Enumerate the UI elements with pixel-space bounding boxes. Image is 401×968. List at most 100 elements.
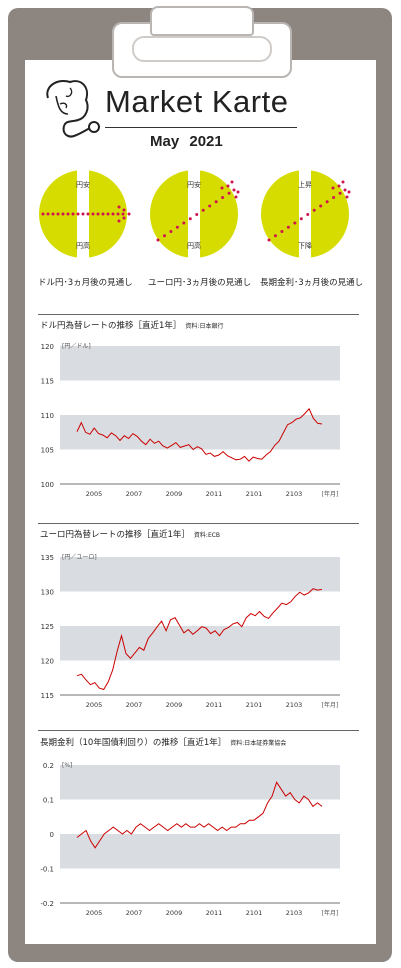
y-tick-label: 115: [41, 692, 54, 700]
y-unit-label: [円／ドル]: [62, 343, 91, 350]
arrow-dot: [325, 200, 329, 204]
y-tick-label: 135: [41, 554, 54, 562]
arrow-dot: [306, 213, 310, 216]
outlook-bottom-label: 下降: [298, 242, 312, 250]
outlook-bottom-label: 円高: [76, 242, 90, 250]
arrow-dot: [195, 213, 199, 216]
clip-slot: [132, 36, 272, 62]
x-tick-label: 2103: [286, 701, 303, 709]
x-tick-label: 2005: [86, 490, 103, 498]
x-tick-label: 2007: [126, 701, 143, 709]
arrow-dot: [332, 196, 336, 199]
arrow-dot: [280, 230, 284, 233]
arrow-dot: [337, 184, 341, 188]
series-line: [76, 588, 323, 691]
stethoscope-logo-icon: [46, 80, 100, 138]
chart-title-text: 長期金利（10年国債利回り）の推移［直近1年］: [40, 738, 227, 748]
outlook-disc-eurjpy: 円安 円高: [150, 170, 240, 258]
issue-month: May: [150, 133, 180, 150]
issue-year: 2021: [189, 133, 223, 150]
arrow-dot: [117, 205, 121, 209]
x-unit-label: [年月]: [322, 909, 339, 917]
x-tick-label: 2101: [246, 701, 263, 709]
chart-title-text: ユーロ円為替レートの推移［直近1年］: [40, 530, 190, 540]
arrow-dot: [122, 216, 126, 220]
x-tick-label: 2007: [126, 490, 143, 498]
grid-band: [60, 834, 340, 869]
outlook-top-label: 円安: [76, 181, 90, 189]
arrow-dot: [312, 208, 316, 212]
chart-title-text: ドル円為替レートの推移［直近1年］: [40, 321, 182, 331]
section-rule: [38, 523, 359, 524]
y-tick-label: 110: [41, 412, 54, 420]
arrow-dot: [121, 212, 125, 216]
y-tick-label: -0.1: [40, 866, 54, 874]
arrow-dot: [61, 212, 65, 216]
x-unit-label: [年月]: [322, 701, 339, 709]
arrow-dot: [345, 195, 349, 199]
arrow-dot: [331, 186, 335, 190]
arrow-dot: [338, 191, 342, 195]
section-rule: [38, 730, 359, 731]
arrow-dot: [293, 221, 297, 225]
arrow-dot: [220, 186, 224, 190]
grid-band: [60, 557, 340, 592]
arrow-dot: [273, 234, 277, 238]
y-tick-label: 0.1: [43, 797, 54, 805]
y-tick-label: 125: [41, 623, 54, 631]
arrow-dot: [117, 219, 121, 223]
arrow-dot: [116, 212, 120, 216]
arrow-dot: [66, 212, 70, 216]
arrow-dot: [51, 212, 55, 216]
x-tick-label: 2007: [126, 909, 143, 917]
arrow-dot: [71, 212, 75, 216]
arrow-dot: [175, 225, 179, 229]
arrow-dot: [169, 230, 173, 233]
arrow-dot: [214, 200, 218, 204]
y-unit-label: [%]: [62, 762, 72, 769]
y-tick-label: -0.2: [40, 900, 54, 908]
y-tick-label: 105: [41, 447, 54, 455]
x-tick-label: 2011: [206, 909, 223, 917]
arrow-dot: [127, 212, 131, 216]
x-tick-label: 2101: [246, 909, 263, 917]
outlook-bottom-label: 円高: [187, 242, 201, 250]
x-tick-label: 2103: [286, 490, 303, 498]
x-unit-label: [年月]: [322, 490, 339, 498]
x-tick-label: 2009: [166, 701, 183, 709]
arrow-dot: [182, 221, 186, 225]
chart-source: 資料:ECB: [193, 532, 221, 539]
arrow-dot: [267, 238, 271, 242]
outlook-caption-rates: 長期金利･3ヵ月後の見通し: [260, 278, 364, 288]
arrow-dot: [111, 212, 115, 216]
arrow-dot: [234, 195, 238, 199]
chart-usdjpy: 120 115 110 105 100 [円／ドル] 2005 2007 2009 2011 210…: [41, 343, 340, 498]
arrow-dot: [162, 234, 166, 238]
arrow-dot: [96, 212, 100, 216]
arrow-dot: [232, 188, 236, 192]
x-tick-label: 2009: [166, 490, 183, 498]
outlook-arrow-flat-icon: [41, 205, 131, 223]
grid-band: [60, 346, 340, 381]
grid-band: [60, 626, 340, 661]
chart-title-usdjpy: ドル円為替レートの推移［直近1年］ 資料:日本銀行: [40, 319, 223, 331]
chart-rates: 0.2 0.1 0 -0.1 -0.2 [%] 2005 2007 2009 2011 2101 21…: [40, 762, 340, 917]
arrow-dot: [286, 225, 290, 229]
arrow-dot: [156, 238, 160, 242]
arrow-dot: [299, 217, 303, 221]
y-tick-label: 120: [41, 658, 54, 666]
chart-title-rates: 長期金利（10年国債利回り）の推移［直近1年］ 資料:日本証券業協会: [40, 736, 286, 748]
arrow-dot: [226, 184, 230, 188]
y-tick-label: 120: [41, 343, 54, 351]
arrow-dot: [188, 217, 192, 221]
y-tick-label: 100: [41, 481, 54, 489]
section-rule: [38, 314, 359, 315]
x-tick-label: 2103: [286, 909, 303, 917]
arrow-dot: [76, 212, 80, 216]
arrow-dot: [46, 212, 50, 216]
outlook-disc-rates: 上昇 下降: [261, 170, 351, 258]
issue-date: May 2021: [150, 133, 223, 150]
arrow-dot: [201, 208, 205, 212]
arrow-dot: [319, 204, 323, 208]
series-line: [76, 407, 323, 462]
